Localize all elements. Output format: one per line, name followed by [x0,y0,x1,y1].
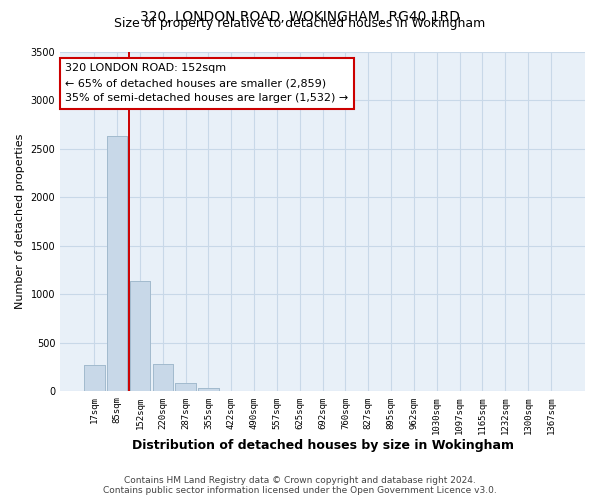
Bar [130,280,150,392]
Text: 320, LONDON ROAD, WOKINGHAM, RG40 1RD: 320, LONDON ROAD, WOKINGHAM, RG40 1RD [140,10,460,24]
Text: 320 LONDON ROAD: 152sqm
← 65% of detached houses are smaller (2,859)
35% of semi: 320 LONDON ROAD: 152sqm ← 65% of detache… [65,64,349,103]
Bar [107,136,127,392]
Y-axis label: Number of detached properties: Number of detached properties [15,134,25,309]
Bar [84,364,104,392]
Text: Size of property relative to detached houses in Wokingham: Size of property relative to detached ho… [115,18,485,30]
Bar [152,364,173,392]
X-axis label: Distribution of detached houses by size in Wokingham: Distribution of detached houses by size … [131,440,514,452]
Bar [198,388,219,392]
Bar [198,388,219,392]
Text: Contains HM Land Registry data © Crown copyright and database right 2024.
Contai: Contains HM Land Registry data © Crown c… [103,476,497,495]
Bar [107,136,127,392]
Bar [152,364,173,392]
Bar [175,382,196,392]
Bar [130,280,150,392]
Bar [175,382,196,392]
Bar [84,364,104,392]
